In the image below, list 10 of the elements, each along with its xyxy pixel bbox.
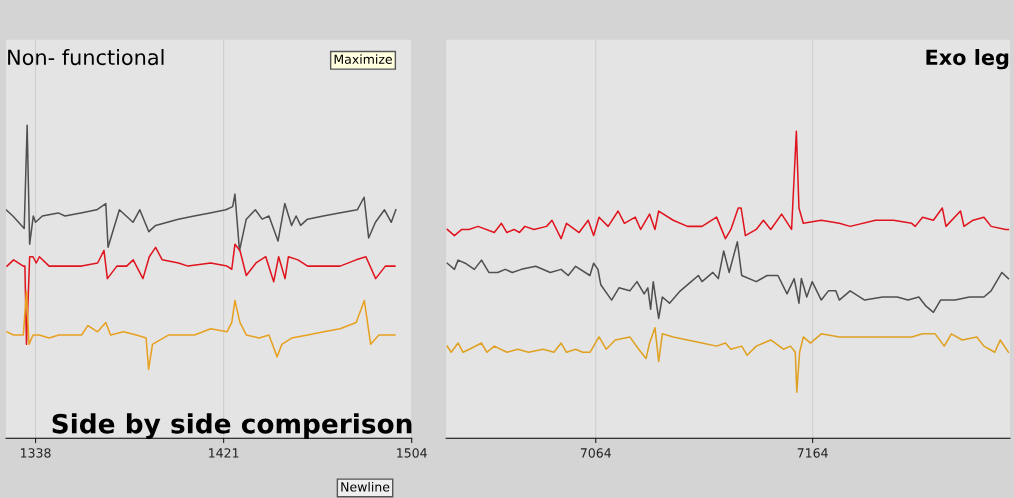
chart-title: Exo leg — [926, 49, 1009, 70]
x-tick-label: 1504 — [397, 448, 427, 458]
text: Maximize — [334, 54, 392, 64]
x-tick-label: 1421 — [209, 448, 239, 458]
x-tick-label: 7164 — [797, 448, 828, 458]
x-tick-label: 1338 — [21, 448, 51, 458]
chart-title: Non- functional — [8, 49, 164, 66]
x-tick-label: 7064 — [580, 448, 611, 458]
text: Newline — [341, 481, 390, 492]
annotation: Side by side comperison — [52, 413, 412, 439]
